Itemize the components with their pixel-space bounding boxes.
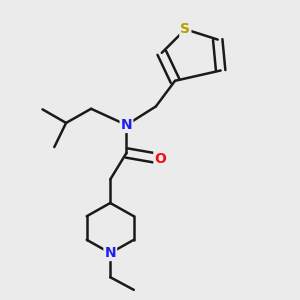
Text: N: N [104, 246, 116, 260]
Text: S: S [180, 22, 190, 36]
Text: O: O [154, 152, 166, 166]
Text: N: N [121, 118, 132, 132]
